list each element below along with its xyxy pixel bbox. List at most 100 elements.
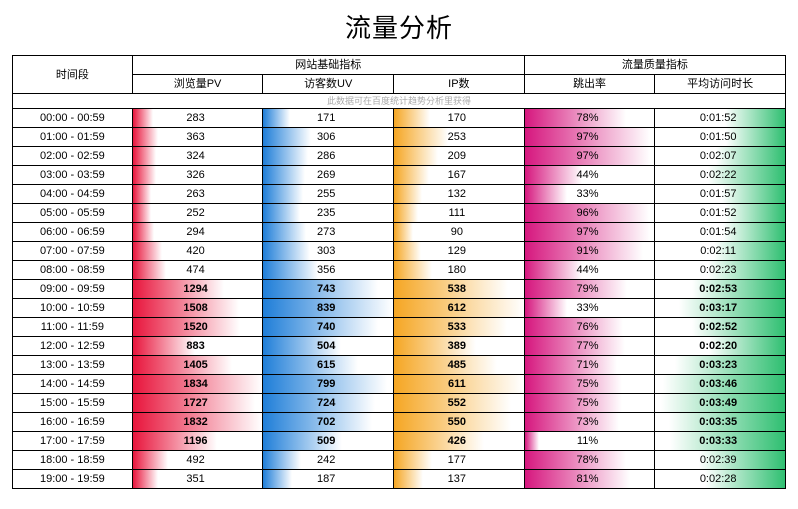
cell-ip: 180 — [394, 261, 525, 280]
cell-bounce: 97% — [524, 128, 655, 147]
cell-uv: 702 — [263, 413, 394, 432]
cell-pv: 351 — [132, 470, 263, 489]
cell-uv: 171 — [263, 109, 394, 128]
cell-time: 10:00 - 10:59 — [13, 299, 133, 318]
cell-ip: 90 — [394, 223, 525, 242]
table-row: 09:00 - 09:59 1294 743 538 79% 0:02:53 — [13, 280, 786, 299]
cell-duration: 0:01:57 — [655, 185, 786, 204]
cell-pv: 363 — [132, 128, 263, 147]
cell-bounce: 44% — [524, 166, 655, 185]
cell-ip: 550 — [394, 413, 525, 432]
table-row: 06:00 - 06:59 294 273 90 97% 0:01:54 — [13, 223, 786, 242]
table-row: 00:00 - 00:59 283 171 170 78% 0:01:52 — [13, 109, 786, 128]
cell-time: 03:00 - 03:59 — [13, 166, 133, 185]
cell-time: 19:00 - 19:59 — [13, 470, 133, 489]
cell-time: 17:00 - 17:59 — [13, 432, 133, 451]
cell-uv: 269 — [263, 166, 394, 185]
cell-uv: 255 — [263, 185, 394, 204]
cell-duration: 0:01:50 — [655, 128, 786, 147]
cell-pv: 283 — [132, 109, 263, 128]
cell-pv: 1520 — [132, 318, 263, 337]
table-row: 17:00 - 17:59 1196 509 426 11% 0:03:33 — [13, 432, 786, 451]
cell-uv: 187 — [263, 470, 394, 489]
cell-pv: 294 — [132, 223, 263, 242]
cell-bounce: 75% — [524, 394, 655, 413]
cell-pv: 420 — [132, 242, 263, 261]
table-row: 01:00 - 01:59 363 306 253 97% 0:01:50 — [13, 128, 786, 147]
cell-bounce: 76% — [524, 318, 655, 337]
cell-duration: 0:02:20 — [655, 337, 786, 356]
cell-bounce: 33% — [524, 299, 655, 318]
cell-pv: 492 — [132, 451, 263, 470]
cell-bounce: 73% — [524, 413, 655, 432]
cell-ip: 177 — [394, 451, 525, 470]
cell-ip: 389 — [394, 337, 525, 356]
cell-duration: 0:03:35 — [655, 413, 786, 432]
table-body: 00:00 - 00:59 283 171 170 78% 0:01:52 01… — [13, 109, 786, 489]
cell-uv: 504 — [263, 337, 394, 356]
cell-ip: 209 — [394, 147, 525, 166]
header-group-basic: 网站基础指标 — [132, 56, 524, 75]
cell-uv: 724 — [263, 394, 394, 413]
cell-uv: 273 — [263, 223, 394, 242]
cell-ip: 552 — [394, 394, 525, 413]
cell-duration: 0:01:54 — [655, 223, 786, 242]
cell-time: 08:00 - 08:59 — [13, 261, 133, 280]
table-row: 07:00 - 07:59 420 303 129 91% 0:02:11 — [13, 242, 786, 261]
cell-duration: 0:03:33 — [655, 432, 786, 451]
cell-ip: 612 — [394, 299, 525, 318]
cell-duration: 0:03:46 — [655, 375, 786, 394]
cell-time: 15:00 - 15:59 — [13, 394, 133, 413]
cell-ip: 167 — [394, 166, 525, 185]
cell-pv: 1832 — [132, 413, 263, 432]
cell-ip: 111 — [394, 204, 525, 223]
cell-bounce: 96% — [524, 204, 655, 223]
cell-uv: 740 — [263, 318, 394, 337]
cell-ip: 426 — [394, 432, 525, 451]
cell-uv: 799 — [263, 375, 394, 394]
header-time: 时间段 — [13, 56, 133, 94]
cell-ip: 538 — [394, 280, 525, 299]
cell-pv: 474 — [132, 261, 263, 280]
table-row: 13:00 - 13:59 1405 615 485 71% 0:03:23 — [13, 356, 786, 375]
cell-time: 16:00 - 16:59 — [13, 413, 133, 432]
cell-pv: 1294 — [132, 280, 263, 299]
cell-ip: 137 — [394, 470, 525, 489]
cell-duration: 0:02:52 — [655, 318, 786, 337]
cell-bounce: 81% — [524, 470, 655, 489]
traffic-table: 时间段 网站基础指标 流量质量指标 浏览量PV 访客数UV IP数 跳出率 平均… — [12, 55, 786, 489]
cell-pv: 1196 — [132, 432, 263, 451]
cell-bounce: 91% — [524, 242, 655, 261]
cell-time: 13:00 - 13:59 — [13, 356, 133, 375]
cell-bounce: 78% — [524, 451, 655, 470]
cell-pv: 263 — [132, 185, 263, 204]
table-row: 16:00 - 16:59 1832 702 550 73% 0:03:35 — [13, 413, 786, 432]
table-row: 18:00 - 18:59 492 242 177 78% 0:02:39 — [13, 451, 786, 470]
cell-bounce: 71% — [524, 356, 655, 375]
cell-ip: 485 — [394, 356, 525, 375]
cell-duration: 0:01:52 — [655, 204, 786, 223]
cell-duration: 0:02:39 — [655, 451, 786, 470]
note-text: 此数据可在百度统计趋势分析里获得 — [13, 94, 786, 109]
cell-time: 11:00 - 11:59 — [13, 318, 133, 337]
cell-duration: 0:01:52 — [655, 109, 786, 128]
cell-pv: 324 — [132, 147, 263, 166]
cell-pv: 1508 — [132, 299, 263, 318]
header-uv: 访客数UV — [263, 75, 394, 94]
table-row: 02:00 - 02:59 324 286 209 97% 0:02:07 — [13, 147, 786, 166]
cell-ip: 170 — [394, 109, 525, 128]
cell-pv: 1405 — [132, 356, 263, 375]
cell-duration: 0:02:07 — [655, 147, 786, 166]
cell-time: 09:00 - 09:59 — [13, 280, 133, 299]
cell-pv: 1727 — [132, 394, 263, 413]
cell-time: 02:00 - 02:59 — [13, 147, 133, 166]
cell-time: 06:00 - 06:59 — [13, 223, 133, 242]
cell-uv: 303 — [263, 242, 394, 261]
cell-bounce: 44% — [524, 261, 655, 280]
cell-duration: 0:03:17 — [655, 299, 786, 318]
cell-uv: 615 — [263, 356, 394, 375]
cell-bounce: 77% — [524, 337, 655, 356]
cell-pv: 326 — [132, 166, 263, 185]
cell-pv: 1834 — [132, 375, 263, 394]
cell-time: 07:00 - 07:59 — [13, 242, 133, 261]
